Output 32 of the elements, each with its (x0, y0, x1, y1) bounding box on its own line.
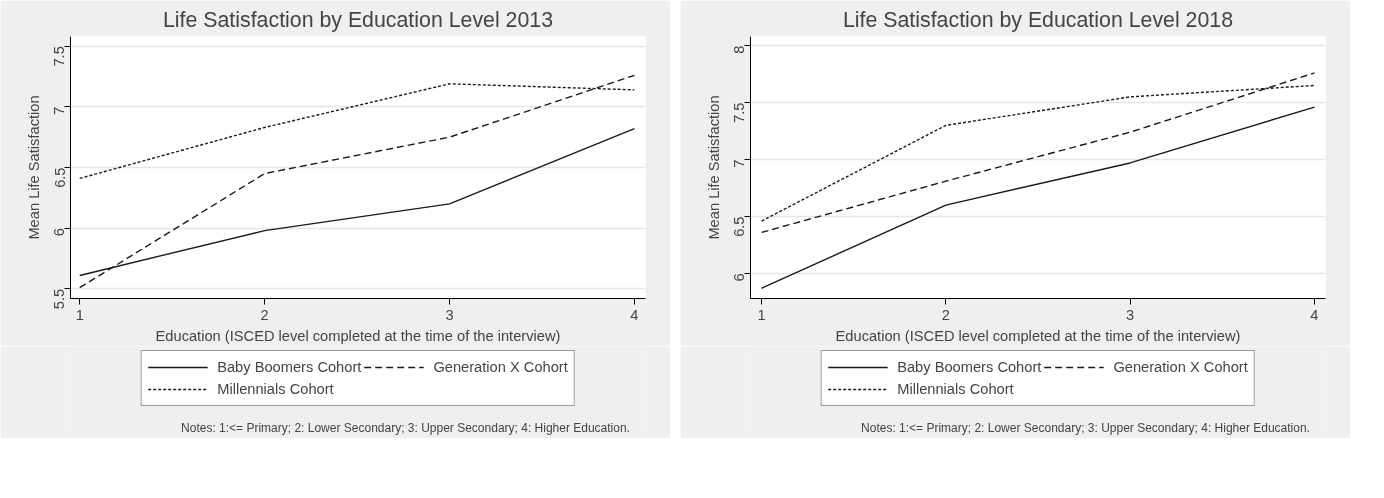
legend-label: Baby Boomers Cohort (217, 359, 362, 375)
x-tick-label: 3 (445, 306, 454, 323)
y-tick-label: 6 (51, 228, 68, 237)
y-tick-label: 6 (731, 273, 748, 282)
x-tick-label: 1 (757, 306, 766, 323)
y-tick-label: 7.5 (731, 102, 748, 123)
legend-label: Generation X Cohort (433, 359, 568, 375)
x-axis-title: Education (ISCED level completed at the time of the interview) (835, 327, 1241, 344)
text: Notes: 1:<= Primary; 2: Lower Secondary; 3: Upper Secondary; 4: Higher Education. (861, 420, 1310, 435)
y-tick-label: 6.5 (731, 216, 748, 237)
text: Notes: 1:<= Primary; 2: Lower Secondary; 3: Upper Secondary; 4: Higher Education. (181, 420, 630, 435)
y-tick-label: 5.5 (51, 288, 68, 310)
legend-label: Millennials Cohort (897, 381, 1014, 397)
chart-title: Life Satisfaction by Education Level 2013 (162, 7, 554, 32)
legend-label: Baby Boomers Cohort (897, 359, 1042, 375)
x-tick-label: 4 (630, 306, 639, 323)
x-axis-title: Education (ISCED level completed at the time of the interview) (155, 327, 561, 344)
chart-title: Life Satisfaction by Education Level 2018 (842, 7, 1234, 32)
x-tick-label: 2 (941, 306, 950, 323)
y-tick-label: 7.5 (51, 46, 68, 67)
x-tick-label: 2 (260, 306, 269, 323)
legend-label: Millennials Cohort (217, 381, 334, 397)
y-tick-label: 8 (731, 45, 748, 54)
x-tick-label: 4 (1310, 306, 1319, 323)
x-tick-label: 1 (75, 306, 84, 323)
y-axis-title: Mean Life Satisfaction (25, 95, 42, 240)
y-tick-label: 6.5 (51, 167, 68, 188)
y-tick-label: 7 (731, 159, 748, 168)
y-axis-title: Mean Life Satisfaction (705, 95, 722, 240)
legend-label: Generation X Cohort (1113, 359, 1248, 375)
x-tick-label: 3 (1126, 306, 1135, 323)
y-tick-label: 7 (51, 106, 68, 115)
